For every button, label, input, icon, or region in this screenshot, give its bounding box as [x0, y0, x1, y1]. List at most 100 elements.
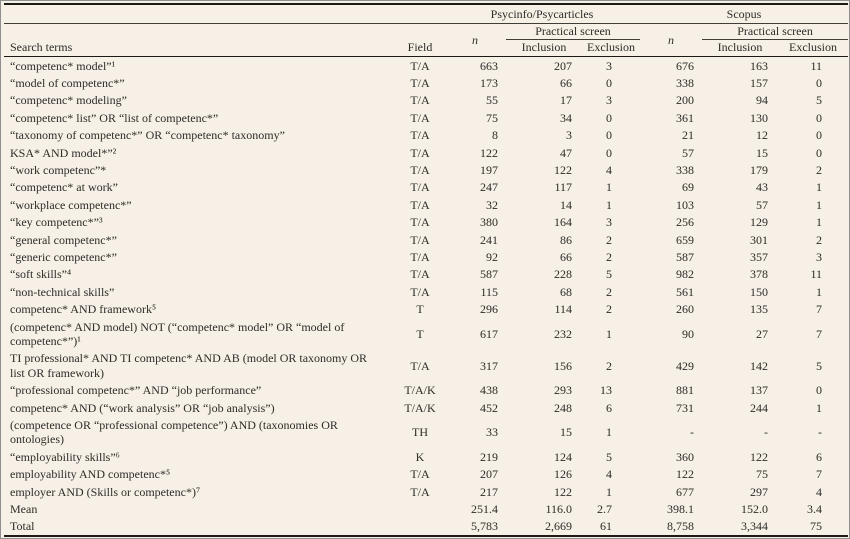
search-term-cell: “model of competenc*” — [10, 75, 125, 90]
n-scopus-cell: 200 — [676, 93, 694, 108]
exclusion-scopus-cell: 75 — [810, 519, 823, 534]
search-term-cell: “professional competenc*” AND “job perfo… — [10, 383, 262, 398]
inclusion-psycinfo-cell: 66 — [560, 249, 572, 264]
group-header-spacer — [4, 4, 444, 24]
exclusion-psycinfo-cell: 3 — [606, 93, 612, 108]
exclusion-psycinfo-cell: 61 — [600, 519, 612, 534]
search-term-cell: “general competenc*” — [10, 232, 117, 247]
search-term-cell: “taxonomy of competenc*” OR “competenc* … — [10, 128, 285, 143]
table-row: “competenc* list” OR “list of competenc*… — [4, 109, 848, 126]
exclusion-scopus-cell: 4 — [816, 484, 823, 499]
n-psycinfo-cell: 380 — [480, 215, 498, 230]
exclusion-psycinfo-cell: 2.7 — [597, 502, 612, 517]
inclusion-scopus-cell: 150 — [750, 284, 768, 299]
n-psycinfo-cell: 33 — [486, 425, 498, 440]
n-scopus-cell: 256 — [676, 215, 694, 230]
field-cell: T — [416, 302, 424, 317]
col-header-n-psycinfo: n — [444, 23, 506, 57]
exclusion-psycinfo-cell: 1 — [606, 326, 612, 341]
n-scopus-cell: 360 — [676, 449, 694, 464]
inclusion-psycinfo-cell: 117 — [554, 180, 572, 195]
inclusion-scopus-cell: 122 — [750, 449, 768, 464]
col-header-inclusion-scopus: Inclusion — [702, 39, 778, 57]
exclusion-psycinfo-cell: 0 — [606, 128, 612, 143]
database-group-header-row: Psycinfo/Psycarticles Scopus — [4, 4, 849, 24]
inclusion-psycinfo-cell: 124 — [554, 449, 572, 464]
search-term-cell: employability AND competenc*⁵ — [10, 467, 171, 482]
inclusion-scopus-cell: 3,344 — [741, 519, 768, 534]
exclusion-scopus-cell: 7 — [816, 467, 823, 482]
inclusion-psycinfo-cell: 156 — [554, 358, 572, 373]
search-term-cell: “work competenc”* — [10, 162, 107, 177]
inclusion-psycinfo-cell: 114 — [554, 302, 572, 317]
exclusion-psycinfo-cell: 2 — [606, 358, 612, 373]
exclusion-psycinfo-cell: 2 — [606, 302, 612, 317]
exclusion-scopus-cell: 0 — [816, 110, 823, 125]
n-scopus-cell: 659 — [676, 232, 694, 247]
exclusion-scopus-cell: 1 — [816, 180, 823, 195]
search-term-cell: “workplace competenc*” — [10, 197, 132, 212]
table-row: “workplace competenc*” T/A 32 14 1 103 57 1 — [4, 196, 848, 213]
table-row: “general competenc*” T/A 241 86 2 659 301 2 — [4, 231, 848, 248]
col-header-exclusion-scopus: Exclusion — [778, 39, 849, 57]
table-header: Psycinfo/Psycarticles Scopus Search term… — [4, 4, 849, 57]
exclusion-scopus-cell: 3.4 — [807, 502, 823, 517]
n-scopus-cell: 69 — [682, 180, 694, 195]
field-cell: TH — [412, 425, 428, 440]
inclusion-scopus-cell: 378 — [750, 267, 768, 282]
exclusion-scopus-cell: - — [818, 425, 823, 440]
search-term-cell: “competenc* at work” — [10, 180, 118, 195]
n-psycinfo-cell: 5,783 — [471, 519, 498, 534]
exclusion-scopus-cell: 2 — [816, 232, 823, 247]
table-row: “model of competenc*” T/A 173 66 0 338 157 0 — [4, 74, 848, 91]
search-term-cell: “employability skills”⁶ — [10, 449, 120, 464]
inclusion-psycinfo-cell: 2,669 — [545, 519, 572, 534]
field-cell: T/A/K — [404, 400, 436, 415]
exclusion-scopus-cell: 3 — [816, 249, 823, 264]
n-scopus-cell: 587 — [676, 249, 694, 264]
n-psycinfo-cell: 217 — [480, 484, 498, 499]
inclusion-scopus-cell: 27 — [756, 326, 768, 341]
exclusion-scopus-cell: 11 — [810, 267, 823, 282]
search-term-cell: (competence OR “professional competence”… — [10, 418, 338, 447]
search-term-cell: competenc* AND (“work analysis” OR “job … — [10, 400, 275, 415]
exclusion-scopus-cell: 6 — [816, 449, 823, 464]
table-row: “generic competenc*” T/A 92 66 2 587 357 3 — [4, 248, 848, 265]
field-cell: T/A — [410, 58, 430, 73]
inclusion-scopus-cell: 135 — [750, 302, 768, 317]
field-cell: T/A — [410, 75, 430, 90]
inclusion-scopus-cell: 130 — [750, 110, 768, 125]
n-scopus-cell: 731 — [676, 400, 694, 415]
table-row: “competenc* model”¹ T/A 663 207 3 676 163 11 — [4, 56, 848, 74]
n-psycinfo-cell: 8 — [492, 128, 498, 143]
field-cell: T — [416, 326, 424, 341]
n-psycinfo-cell: 219 — [480, 449, 498, 464]
table-row: “key competenc*”³ T/A 380 164 3 256 129 1 — [4, 213, 848, 230]
n-psycinfo-cell: 32 — [486, 197, 498, 212]
practical-screen-header-psycinfo: Practical screen — [506, 23, 640, 40]
table-row: “work competenc”* T/A 197 122 4 338 179 2 — [4, 161, 848, 178]
search-term-cell: “generic competenc*” — [10, 249, 117, 264]
search-term-cell: (competenc* AND model) NOT (“competenc* … — [10, 319, 345, 348]
field-cell: T/A — [410, 467, 430, 482]
field-cell: T/A — [410, 145, 430, 160]
exclusion-psycinfo-cell: 1 — [606, 180, 612, 195]
n-psycinfo-cell: 251.4 — [471, 502, 498, 517]
n-psycinfo-cell: 317 — [480, 358, 498, 373]
n-psycinfo-cell: 55 — [486, 93, 498, 108]
col-header-inclusion-psycinfo: Inclusion — [506, 39, 582, 57]
inclusion-scopus-cell: 244 — [750, 400, 768, 415]
field-cell: T/A — [410, 128, 430, 143]
n-psycinfo-cell: 122 — [480, 145, 498, 160]
field-cell: T/A — [410, 162, 430, 177]
exclusion-scopus-cell: 1 — [816, 215, 823, 230]
exclusion-scopus-cell: 2 — [816, 162, 823, 177]
field-cell: T/A — [410, 180, 430, 195]
inclusion-psycinfo-cell: 122 — [554, 484, 572, 499]
table-row: “professional competenc*” AND “job perfo… — [4, 381, 848, 398]
table-row: “competenc* modeling” T/A 55 17 3 200 94 5 — [4, 91, 848, 108]
col-header-field: Field — [396, 23, 444, 57]
group-header-scopus: Scopus — [640, 4, 849, 24]
inclusion-psycinfo-cell: 3 — [566, 128, 572, 143]
